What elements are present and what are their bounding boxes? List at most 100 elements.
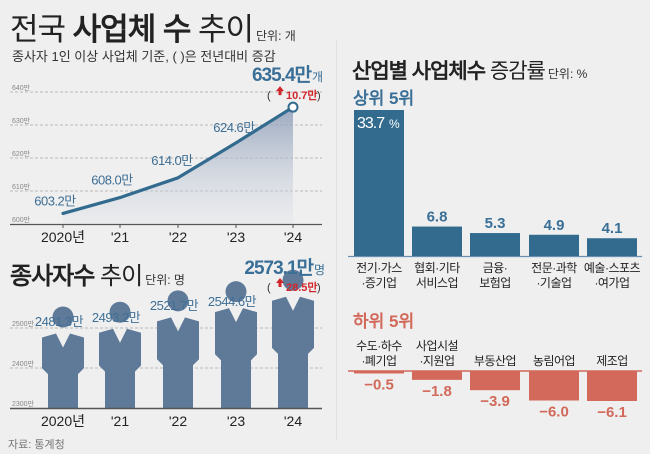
x-tick-label: 2020년 bbox=[41, 413, 85, 429]
area-fill bbox=[63, 107, 293, 224]
bottom-bar bbox=[587, 371, 637, 401]
last-value-suffix: 명 bbox=[314, 263, 325, 277]
main-title-part2: 추이 bbox=[190, 12, 254, 47]
change-paren-open: ( bbox=[267, 90, 271, 102]
bottom-category-label: 농림어업 bbox=[533, 354, 575, 368]
x-tick-label: '23 bbox=[227, 413, 245, 429]
top-bar bbox=[587, 238, 637, 256]
top-category-label: 예술·스포츠 bbox=[584, 261, 641, 275]
business-count-chart: 600만 610만 620만 630만 640만 2020년 '21 '22 '23 '24 603… bbox=[10, 64, 323, 245]
top-bar-value: 6.8 bbox=[427, 209, 448, 226]
person-head bbox=[282, 269, 304, 291]
x-tick-label: '21 bbox=[111, 229, 129, 245]
top-category-label: ·여가업 bbox=[594, 276, 629, 290]
change-label: 10.7만 bbox=[286, 88, 318, 102]
top-bar-value: 5.3 bbox=[485, 215, 506, 232]
person-head bbox=[109, 301, 131, 323]
subtitle: 종사자 1인 이상 사업체 기준, ( )은 전년대비 증감 bbox=[12, 49, 276, 64]
person-head bbox=[52, 306, 74, 328]
person-body bbox=[99, 328, 141, 408]
bottom-category-label: 부동산업 bbox=[474, 354, 516, 368]
bottom-bar-value: −6.0 bbox=[539, 404, 569, 421]
bottom-bar bbox=[529, 371, 579, 401]
top5-label: 상위 5위 bbox=[353, 89, 415, 108]
person-figure bbox=[157, 290, 199, 408]
person-figure bbox=[272, 269, 314, 408]
bottom-category-label: ·폐기업 bbox=[361, 354, 396, 368]
main-title-part1: 전국 bbox=[10, 12, 73, 47]
person-head bbox=[167, 290, 189, 312]
data-label: 2493.2만 bbox=[92, 310, 141, 325]
data-label: 2521.7만 bbox=[150, 298, 199, 313]
top-category-label: ·증기업 bbox=[361, 276, 396, 290]
x-tick-label: '23 bbox=[227, 229, 245, 245]
employee-title-unit: 단위: 명 bbox=[145, 273, 185, 287]
bottom-bar bbox=[354, 371, 404, 374]
change-label: 28.5만 bbox=[286, 280, 318, 294]
industry-title-bold: 산업별 사업체수 bbox=[352, 60, 486, 83]
employee-count-chart: 2300만 2400만 2500만 2020년 '21 '22 '23 '24 2481.3만 2… bbox=[10, 257, 325, 429]
person-body bbox=[157, 317, 199, 408]
last-value-suffix: 개 bbox=[312, 70, 323, 84]
industry-title-unit: 단위: % bbox=[547, 67, 588, 81]
bottom-bar bbox=[412, 371, 462, 380]
change-paren-close: ) bbox=[317, 90, 321, 102]
person-body bbox=[272, 296, 314, 408]
x-tick-label: '21 bbox=[111, 413, 129, 429]
main-title-bold: 사업체 수 bbox=[72, 12, 192, 47]
top-bar bbox=[354, 110, 404, 256]
bottom-category-label: 사업시설 bbox=[416, 339, 458, 353]
employee-title-bold: 종사자수 bbox=[10, 263, 95, 290]
main-title-unit: 단위: 개 bbox=[256, 29, 296, 43]
top-bar bbox=[529, 234, 579, 256]
y-tick-label: 620만 bbox=[12, 149, 31, 158]
x-tick-label: '22 bbox=[169, 229, 187, 245]
source-note: 자료: 통계청 bbox=[8, 439, 65, 451]
series-line bbox=[61, 105, 295, 216]
section-divider bbox=[336, 40, 337, 440]
bottom5-label: 하위 5위 bbox=[353, 312, 415, 331]
y-tick-label: 630만 bbox=[12, 116, 31, 125]
last-value-label: 2573.1만 bbox=[244, 257, 314, 279]
top-bar-value: 4.9 bbox=[544, 217, 565, 234]
data-label: 603.2만 bbox=[34, 193, 76, 208]
change-paren-close: ) bbox=[317, 282, 321, 294]
data-label: 2481.3만 bbox=[35, 314, 84, 329]
top-bar-value: 4.1 bbox=[602, 220, 623, 237]
top-category-label: 전문·과학 bbox=[531, 261, 577, 275]
top-category-label: 협회·기타 bbox=[414, 261, 460, 275]
person-figure bbox=[99, 301, 141, 408]
industry-title: 산업별 사업체수 증감률 단위: % bbox=[352, 55, 587, 85]
data-label: 614.0만 bbox=[151, 153, 193, 168]
top-bar-suffix: % bbox=[389, 117, 400, 131]
y-tick-label: 600만 bbox=[12, 215, 31, 224]
up-arrow-icon bbox=[276, 278, 284, 287]
top-category-label: 금융· bbox=[483, 261, 508, 275]
bottom-category-label: ·지원업 bbox=[419, 354, 454, 368]
data-label: 624.6만 bbox=[213, 120, 255, 135]
x-tick-label: '24 bbox=[284, 229, 302, 245]
employee-title: 종사자수 추이 단위: 명 bbox=[10, 256, 185, 291]
top-category-label: 서비스업 bbox=[416, 276, 458, 290]
last-value-label: 635.4만 bbox=[252, 64, 313, 86]
top-category-label: ·기술업 bbox=[536, 276, 571, 290]
top-bar-value: 33.7 bbox=[357, 115, 385, 132]
y-tick-label: 2500만 bbox=[12, 319, 35, 328]
person-body bbox=[42, 333, 84, 408]
industry-title-normal: 증감률 bbox=[485, 60, 546, 83]
employee-title-normal: 추이 bbox=[94, 263, 143, 290]
person-figure bbox=[42, 306, 84, 408]
top-category-label: 보험업 bbox=[479, 276, 511, 290]
bottom-bar-value: −6.1 bbox=[597, 404, 627, 421]
bottom-bar-value: −0.5 bbox=[364, 376, 394, 393]
person-body bbox=[215, 308, 257, 408]
data-point-last bbox=[287, 101, 299, 113]
main-title: 전국 사업체 수 추이 단위: 개 bbox=[10, 4, 296, 49]
data-label: 2544.6만 bbox=[208, 294, 257, 309]
change-paren-open: ( bbox=[267, 282, 271, 294]
person-head bbox=[225, 281, 247, 303]
bottom-category-label: 제조업 bbox=[596, 354, 628, 368]
bottom-bar-value: −3.9 bbox=[480, 393, 510, 410]
bottom-category-label: 수도·하수 bbox=[356, 339, 402, 353]
